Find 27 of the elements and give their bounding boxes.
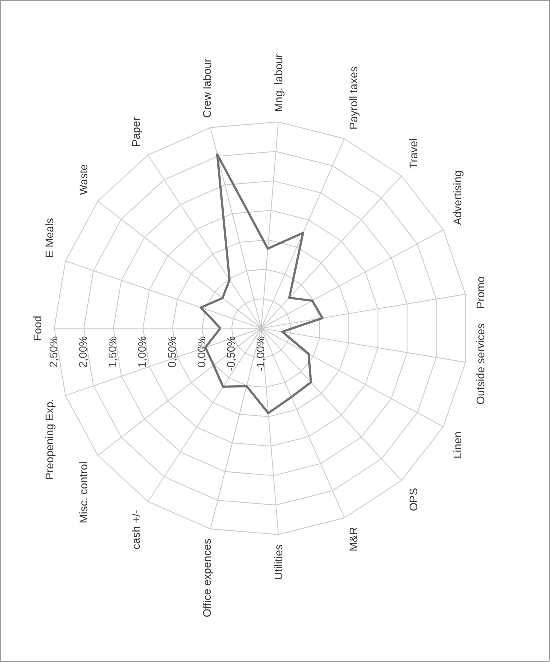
spoke-label: Crew labour (202, 58, 214, 118)
spoke-label: Outside services (476, 323, 488, 405)
spoke-label: M&R (348, 527, 361, 552)
spoke-label: OPS (408, 488, 420, 512)
y-tick-label: -1,00% (256, 336, 268, 372)
y-tick-label: -0,50% (226, 336, 238, 372)
spoke-label: Paper (130, 117, 143, 147)
y-tick-label: 1,50% (108, 336, 120, 368)
y-tick-label: 2,50% (48, 336, 60, 368)
spoke-label: E Meals (44, 218, 56, 258)
y-tick-label: 0,00% (196, 336, 208, 368)
spoke-label: Misc. control (78, 462, 90, 524)
spoke-label: Payroll taxes (348, 66, 361, 130)
y-tick-label: 2,00% (78, 336, 90, 368)
spoke-label: Utilities (273, 544, 286, 580)
spoke-label: Food (32, 316, 44, 342)
y-tick-label: 1,00% (137, 336, 150, 368)
spoke-label: Office expences (202, 538, 214, 618)
spoke-label: Advertising (452, 170, 464, 226)
spoke-label: cash +/- (130, 510, 143, 550)
spoke-label: Waste (78, 164, 90, 196)
spoke-label: Promo (476, 276, 488, 309)
spoke-label: Travel (408, 138, 420, 169)
spoke-label: Linen (452, 432, 464, 459)
spoke-label: Mng. labour (273, 54, 286, 112)
y-tick-label: 0,50% (166, 336, 179, 368)
spoke-label: Preopening Exp. (44, 398, 56, 480)
